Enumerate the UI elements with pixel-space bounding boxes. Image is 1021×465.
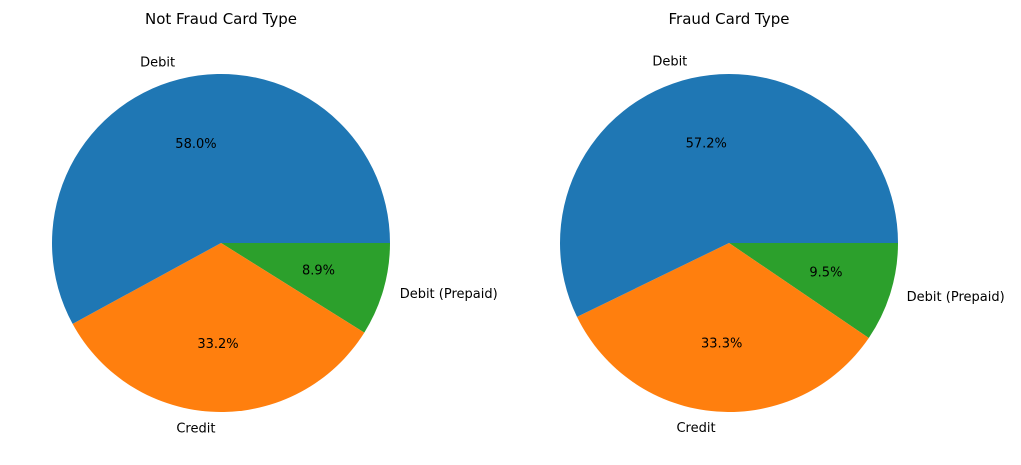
slice-percent-label: 58.0% xyxy=(175,137,216,152)
pie-chart-not-fraud: Not Fraud Card Type Debit 58.0% Credit 33.2… xyxy=(52,10,498,436)
chart-title: Not Fraud Card Type xyxy=(145,10,297,28)
slice-percent-label: 8.9% xyxy=(302,263,335,278)
pie-slice-debit xyxy=(52,74,391,324)
slice-percent-label: 57.2% xyxy=(686,137,727,152)
slice-label-debit: Debit xyxy=(140,55,175,70)
slice-percent-label: 9.5% xyxy=(809,265,842,280)
chart-title: Fraud Card Type xyxy=(668,10,789,28)
pie-slice-credit xyxy=(72,243,365,413)
slice-label-credit: Credit xyxy=(176,421,215,436)
pie-slice-credit xyxy=(577,243,869,412)
pie-slice-debit-prepaid xyxy=(729,243,898,338)
slice-percent-label: 33.3% xyxy=(701,337,742,352)
pie-slice-debit-prepaid xyxy=(221,243,390,333)
pie-slice-debit xyxy=(560,74,898,317)
slice-label-debit-prepaid: Debit (Prepaid) xyxy=(400,287,498,302)
slice-label-debit: Debit xyxy=(652,54,687,69)
slice-label-debit-prepaid: Debit (Prepaid) xyxy=(907,290,1005,305)
pie-chart-fraud: Fraud Card Type Debit 57.2% Credit 33.3% Deb… xyxy=(560,10,1005,436)
slice-percent-label: 33.2% xyxy=(197,337,238,352)
slice-label-credit: Credit xyxy=(676,421,715,436)
